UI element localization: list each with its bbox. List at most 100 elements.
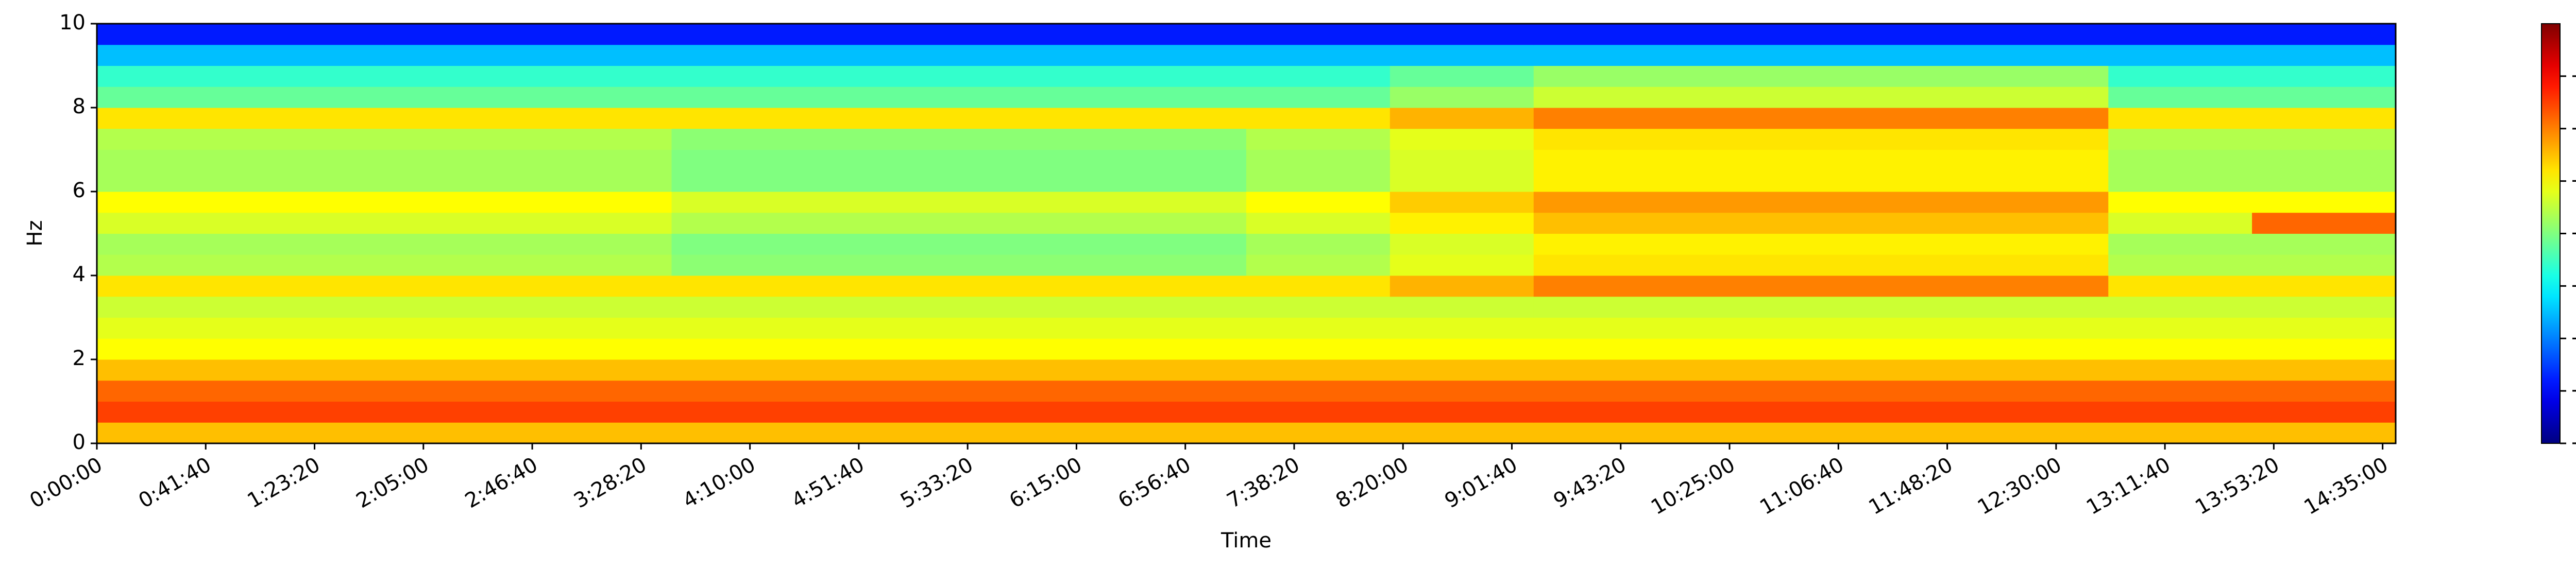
heatmap-cell: [2252, 422, 2396, 444]
heatmap-cell: [2252, 149, 2396, 171]
heatmap-cell: [2108, 254, 2252, 276]
y-axis-label: Hz: [23, 220, 47, 246]
heatmap-cell: [1533, 338, 1678, 360]
x-tick-label: 4:51:40: [788, 453, 869, 513]
heatmap-cell: [1103, 275, 1247, 297]
heatmap-cell: [2252, 359, 2396, 381]
heatmap-cell: [959, 401, 1103, 423]
heatmap-cell: [1246, 275, 1391, 297]
heatmap-cell: [2252, 44, 2396, 66]
heatmap-cell: [1533, 170, 1678, 192]
x-tick-label: 12:30:00: [1974, 453, 2066, 520]
heatmap-cell: [1821, 65, 1965, 87]
heatmap-cell: [1533, 275, 1678, 297]
heatmap-cell: [1389, 170, 1534, 192]
heatmap-cell: [1821, 296, 1965, 318]
heatmap-cell: [1246, 149, 1391, 171]
heatmap-cell: [240, 380, 385, 402]
heatmap-cell: [97, 44, 241, 66]
heatmap-cell: [815, 65, 959, 87]
heatmap-cell: [959, 149, 1103, 171]
heatmap-cell: [1677, 65, 1821, 87]
heatmap-cell: [1389, 233, 1534, 255]
heatmap-cell: [2108, 317, 2252, 339]
heatmap-cell: [97, 275, 241, 297]
heatmap-cell: [240, 275, 385, 297]
heatmap-cell: [1964, 170, 2109, 192]
y-tick-label: 6: [73, 179, 86, 202]
heatmap-cell: [1821, 275, 1965, 297]
heatmap-cell: [240, 65, 385, 87]
heatmap-cell: [384, 380, 529, 402]
heatmap-cell: [1821, 149, 1965, 171]
heatmap-cell: [528, 401, 672, 423]
heatmap-cell: [1103, 212, 1247, 234]
heatmap-cell: [240, 401, 385, 423]
heatmap-cell: [97, 128, 241, 150]
heatmap-cell: [1964, 401, 2109, 423]
x-tick-label: 5:33:20: [896, 453, 977, 513]
heatmap-cell: [1677, 44, 1821, 66]
x-tick-label: 9:43:20: [1550, 453, 1631, 513]
heatmap-cell: [97, 212, 241, 234]
heatmap-cell: [1964, 317, 2109, 339]
heatmap-cell: [1246, 87, 1391, 108]
heatmap-cell: [1389, 380, 1534, 402]
heatmap-cell: [528, 87, 672, 108]
heatmap-cell: [240, 338, 385, 360]
heatmap-cell: [959, 422, 1103, 444]
heatmap-cell: [815, 44, 959, 66]
heatmap-cell: [1533, 108, 1678, 129]
heatmap-cell: [2108, 359, 2252, 381]
heatmap-cell: [240, 170, 385, 192]
heatmap-cell: [815, 317, 959, 339]
heatmap-cell: [1533, 296, 1678, 318]
heatmap-cell: [671, 380, 816, 402]
heatmap-cell: [1533, 65, 1678, 87]
heatmap-cell: [528, 296, 672, 318]
x-tick-label: 2:46:40: [461, 453, 542, 513]
heatmap-cell: [2252, 170, 2396, 192]
heatmap-cell: [1677, 401, 1821, 423]
heatmap-cell: [1246, 212, 1391, 234]
heatmap-cell: [1964, 212, 2109, 234]
heatmap-cell: [1246, 401, 1391, 423]
heatmap-cell: [97, 422, 241, 444]
heatmap-cell: [97, 338, 241, 360]
heatmap-cell: [1964, 422, 2109, 444]
heatmap-cell: [1677, 422, 1821, 444]
heatmap-cell: [1964, 128, 2109, 150]
heatmap-cell: [1677, 149, 1821, 171]
heatmap-cell: [528, 24, 672, 45]
heatmap-cell: [1964, 87, 2109, 108]
heatmap-cell: [1964, 275, 2109, 297]
heatmap-cell: [1821, 108, 1965, 129]
heatmap-cell: [1821, 359, 1965, 381]
y-tick-label: 0: [73, 430, 86, 454]
heatmap-cell: [959, 108, 1103, 129]
heatmap-cell: [1964, 380, 2109, 402]
heatmap-cell: [1103, 422, 1247, 444]
heatmap-cell: [1821, 192, 1965, 213]
heatmap-cell: [959, 192, 1103, 213]
heatmap-cell: [97, 149, 241, 171]
heatmap-cell: [97, 296, 241, 318]
heatmap-cell: [1821, 87, 1965, 108]
x-tick-label: 14:35:00: [2300, 453, 2393, 520]
heatmap-cell: [2108, 275, 2252, 297]
heatmap-cell: [528, 44, 672, 66]
heatmap-cell: [1103, 170, 1247, 192]
heatmap-cell: [1821, 44, 1965, 66]
heatmap-cell: [97, 65, 241, 87]
heatmap-cell: [959, 338, 1103, 360]
heatmap-cell: [2108, 422, 2252, 444]
heatmap-cell: [815, 192, 959, 213]
heatmap-cell: [1964, 296, 2109, 318]
heatmap-cell: [2252, 212, 2396, 234]
heatmap-cell: [384, 108, 529, 129]
heatmap-cell: [97, 380, 241, 402]
heatmap-cell: [240, 212, 385, 234]
heatmap-cell: [1964, 359, 2109, 381]
heatmap-cell: [1964, 254, 2109, 276]
